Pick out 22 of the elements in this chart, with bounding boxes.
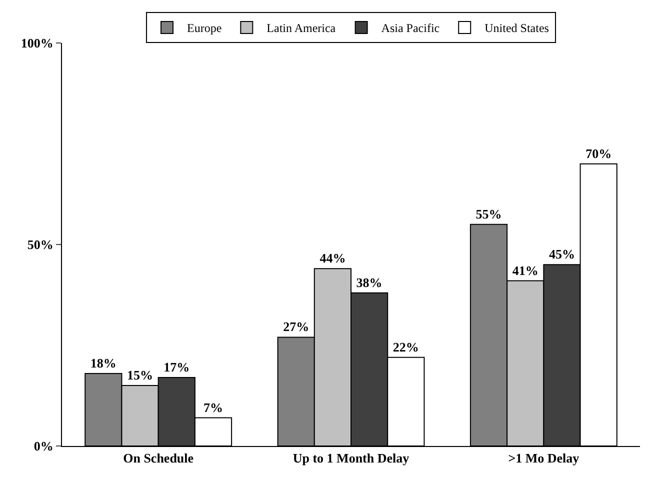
data-label: 7% — [203, 400, 223, 415]
legend-label: Europe — [187, 21, 222, 36]
x-tick-label: On Schedule — [123, 450, 194, 466]
data-label: 15% — [127, 368, 154, 383]
data-label: 22% — [392, 339, 419, 354]
legend-label: United States — [484, 21, 550, 36]
data-label: 45% — [548, 246, 575, 262]
legend-label: Latin America — [266, 21, 336, 36]
data-label: 70% — [586, 146, 612, 161]
data-label: 41% — [512, 262, 538, 278]
y-tick-label: 0% — [34, 438, 54, 454]
data-label: 38% — [356, 274, 382, 290]
x-tick-label: Up to 1 Month Delay — [292, 450, 410, 466]
legend-label: Asia Pacific — [381, 21, 440, 36]
data-label: 55% — [476, 206, 502, 222]
data-label: 18% — [90, 355, 116, 370]
x-tick-label: >1 Mo Delay — [508, 450, 580, 466]
data-label: 17% — [164, 359, 190, 374]
y-tick-label: 100% — [20, 36, 54, 51]
data-label: 44% — [320, 250, 346, 266]
y-tick-label: 50% — [27, 237, 54, 252]
data-label: 27% — [283, 319, 310, 334]
